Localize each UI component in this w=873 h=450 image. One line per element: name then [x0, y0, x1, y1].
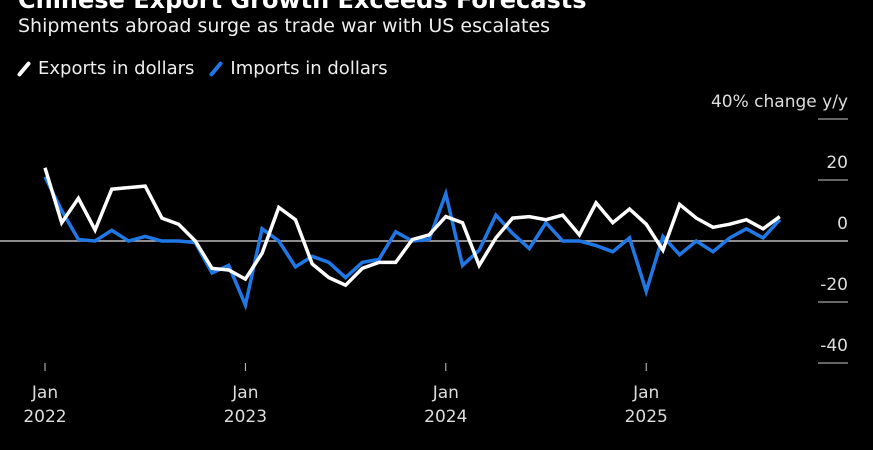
y-tick-label: 0 — [837, 214, 848, 234]
x-tick-label-month: Jan — [432, 383, 459, 403]
x-tick-label-year: 2023 — [224, 407, 267, 427]
y-tick-label: -40 — [820, 336, 848, 356]
legend-label-exports: Exports in dollars — [38, 58, 195, 79]
y-tick-label: 20 — [826, 153, 848, 173]
x-tick-label-month: Jan — [31, 383, 58, 403]
chart-subtitle: Shipments abroad surge as trade war with… — [18, 15, 551, 37]
legend-label-imports: Imports in dollars — [230, 58, 388, 79]
exports-line — [43, 167, 781, 288]
x-tick-label-month: Jan — [632, 383, 659, 403]
x-tick-label-month: Jan — [231, 383, 258, 403]
x-tick-label-year: 2024 — [424, 407, 467, 427]
x-tick-label-year: 2022 — [23, 407, 66, 427]
y-tick-label: -20 — [820, 275, 848, 295]
chart-title: Chinese Export Growth Exceeds Forecasts — [18, 0, 587, 14]
legend: Exports in dollars Imports in dollars — [16, 58, 388, 79]
x-tick-label-year: 2025 — [625, 407, 668, 427]
y-tick-label: 40% change y/y — [711, 92, 848, 112]
